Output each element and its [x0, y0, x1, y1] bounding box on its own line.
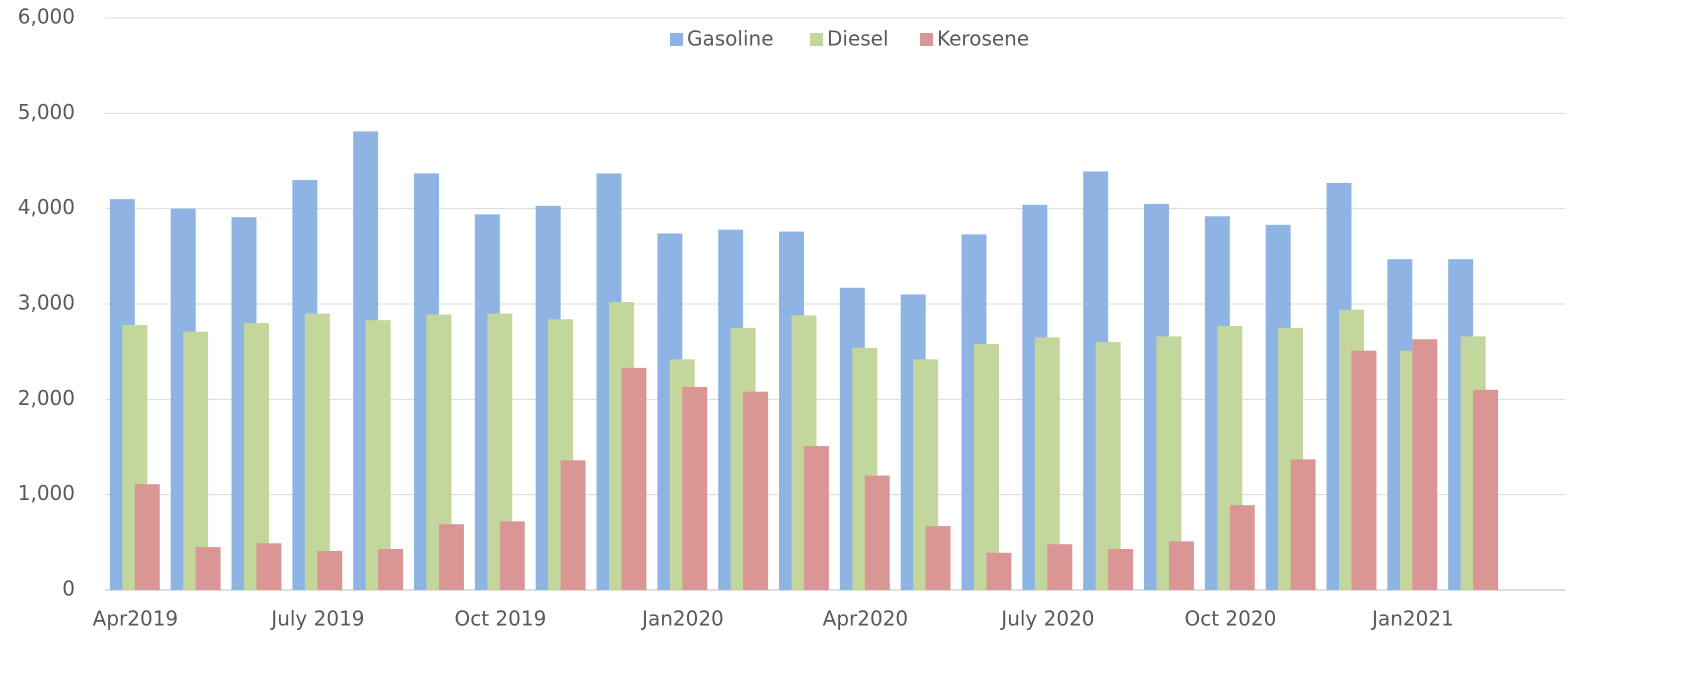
bar [986, 552, 1012, 590]
y-tick-label: 2,000 [18, 386, 75, 410]
x-tick-label: Oct 2020 [1184, 607, 1276, 631]
legend-label: Gasoline [687, 27, 774, 51]
bar [682, 386, 708, 590]
x-tick-label: Oct 2019 [454, 607, 546, 631]
y-tick-label: 0 [62, 577, 75, 601]
x-tick-label: Jan2021 [1370, 607, 1454, 631]
bar [1290, 459, 1316, 590]
bar [1095, 342, 1121, 590]
x-tick-label: July 2020 [999, 607, 1094, 631]
bar [1473, 389, 1499, 590]
bar [1412, 339, 1438, 590]
bar [195, 547, 221, 590]
bar [1047, 544, 1073, 590]
legend-label: Diesel [827, 27, 889, 51]
bar [256, 543, 282, 590]
bar [1108, 549, 1134, 590]
bar [183, 331, 209, 590]
bar [438, 524, 464, 590]
x-tick-label: Jan2020 [640, 607, 724, 631]
bar [365, 320, 391, 590]
legend-swatch [810, 33, 823, 46]
bar [925, 526, 951, 590]
bar [974, 344, 999, 590]
bar [1229, 505, 1255, 590]
bar [621, 367, 647, 590]
y-tick-label: 6,000 [18, 5, 75, 29]
bar [743, 391, 769, 590]
y-tick-label: 4,000 [18, 195, 75, 219]
y-tick-label: 1,000 [18, 481, 75, 505]
bar [317, 550, 343, 590]
x-tick-label: Apr2019 [93, 607, 179, 631]
bar [1351, 350, 1377, 590]
bar [1168, 541, 1194, 590]
bar [803, 446, 829, 590]
bar [499, 521, 525, 590]
x-tick-label: Apr2020 [823, 607, 909, 631]
bar [134, 484, 160, 590]
legend-swatch [670, 33, 683, 46]
legend-swatch [920, 33, 933, 46]
legend-label: Kerosene [937, 27, 1029, 51]
bar [378, 549, 404, 590]
bar [304, 313, 330, 590]
y-tick-label: 5,000 [18, 100, 75, 124]
bar [560, 460, 586, 590]
y-tick-label: 3,000 [18, 291, 75, 315]
x-tick-label: July 2019 [269, 607, 364, 631]
bar [864, 475, 890, 590]
